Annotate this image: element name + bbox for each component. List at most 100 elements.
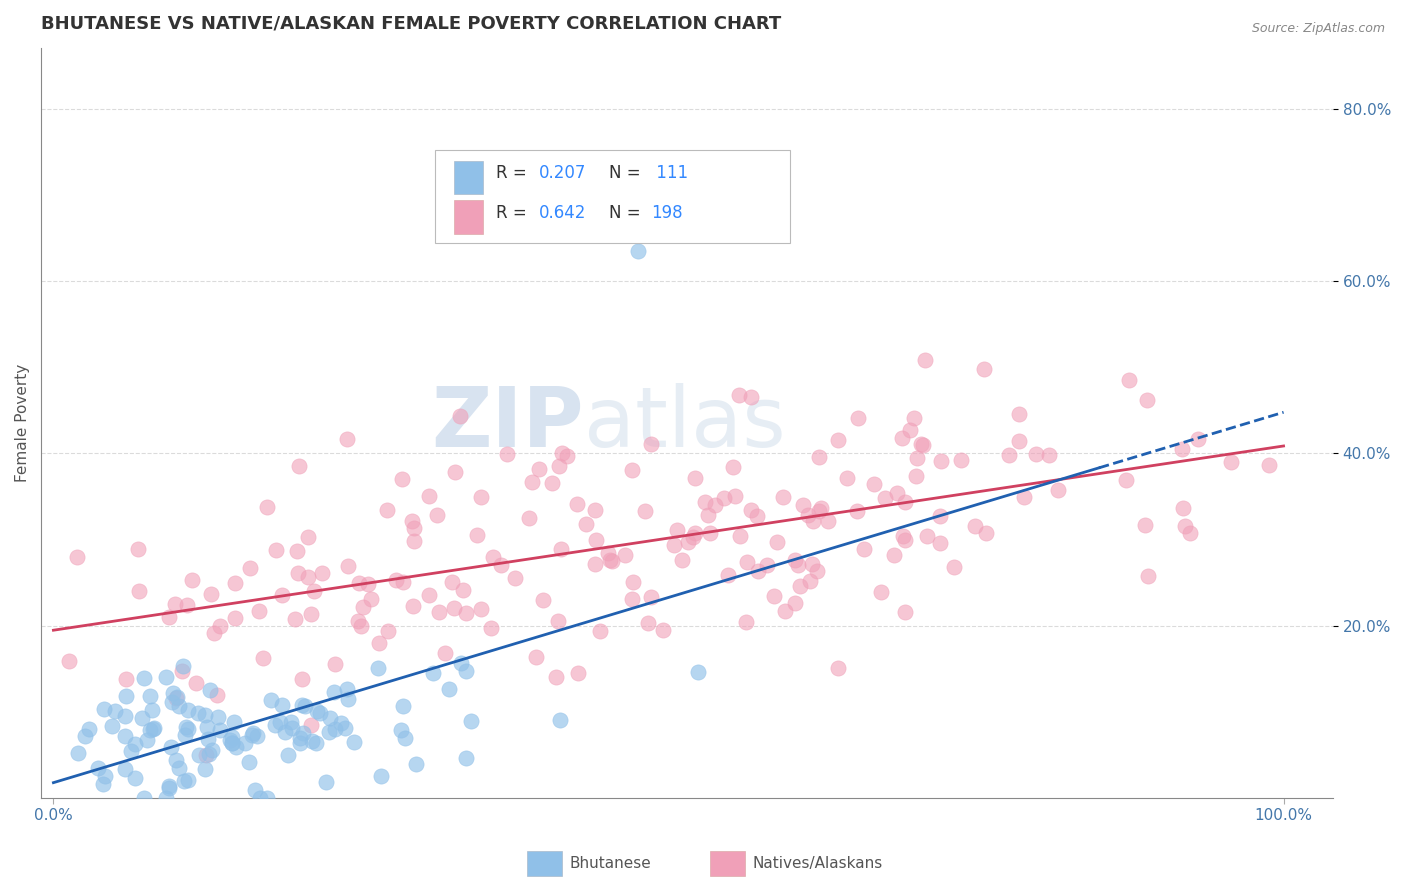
Point: [773, 604, 796, 618]
Text: R =: R =: [496, 164, 531, 183]
Point: [288, 736, 311, 750]
Point: [162, 686, 184, 700]
Point: [166, 690, 188, 705]
Point: [221, 736, 243, 750]
Point: [699, 526, 721, 541]
Point: [548, 459, 571, 474]
Point: [585, 533, 607, 548]
FancyBboxPatch shape: [434, 150, 790, 244]
Point: [998, 448, 1021, 462]
Point: [247, 604, 270, 618]
Point: [202, 626, 225, 640]
Point: [1115, 473, 1137, 487]
Point: [479, 621, 502, 635]
Point: [827, 660, 849, 674]
Point: [155, 791, 177, 805]
Point: [200, 682, 222, 697]
Point: [301, 734, 323, 748]
Point: [517, 511, 540, 525]
Point: [170, 664, 193, 678]
Point: [1171, 442, 1194, 457]
Point: [224, 610, 246, 624]
Point: [162, 695, 184, 709]
Point: [1038, 448, 1060, 462]
Point: [599, 553, 621, 567]
Point: [377, 624, 399, 639]
Point: [652, 623, 675, 637]
Bar: [454, 161, 482, 194]
Point: [567, 665, 589, 680]
Point: [1047, 483, 1070, 497]
Point: [77, 722, 100, 736]
Point: [177, 722, 200, 736]
Point: [807, 450, 830, 464]
Point: [172, 658, 194, 673]
Point: [194, 747, 217, 762]
Point: [676, 534, 699, 549]
Y-axis label: Female Poverty: Female Poverty: [15, 364, 30, 483]
Point: [697, 508, 720, 522]
Point: [114, 672, 136, 686]
Point: [208, 619, 231, 633]
Point: [360, 591, 382, 606]
Point: [132, 671, 155, 685]
Point: [496, 447, 519, 461]
Point: [862, 477, 884, 491]
Point: [221, 730, 243, 744]
Point: [451, 582, 474, 597]
Point: [297, 570, 319, 584]
Point: [280, 722, 302, 736]
Point: [294, 699, 316, 714]
Point: [141, 703, 163, 717]
Point: [315, 775, 337, 789]
Point: [1187, 432, 1209, 446]
Point: [911, 438, 934, 452]
Point: [903, 411, 925, 425]
Point: [728, 388, 751, 402]
Point: [169, 698, 191, 713]
Point: [1135, 517, 1157, 532]
Point: [114, 708, 136, 723]
Point: [157, 780, 180, 794]
Point: [75, 729, 97, 743]
Point: [799, 574, 821, 588]
Point: [242, 725, 264, 739]
Point: [524, 650, 547, 665]
Point: [389, 723, 412, 738]
Point: [789, 579, 811, 593]
Point: [426, 508, 449, 523]
Point: [808, 504, 831, 518]
Point: [555, 450, 578, 464]
Point: [336, 432, 359, 446]
Point: [200, 587, 222, 601]
Point: [240, 728, 263, 742]
Point: [177, 704, 200, 718]
Point: [285, 544, 308, 558]
Point: [124, 737, 146, 751]
Point: [139, 723, 162, 738]
Point: [531, 592, 554, 607]
Point: [1174, 519, 1197, 533]
Point: [114, 729, 136, 743]
Point: [343, 735, 366, 749]
Point: [194, 707, 217, 722]
Point: [260, 693, 283, 707]
Point: [270, 588, 292, 602]
Point: [418, 588, 440, 602]
Point: [929, 454, 952, 468]
Point: [131, 711, 153, 725]
Point: [891, 529, 914, 543]
Point: [120, 743, 142, 757]
Point: [787, 558, 810, 573]
Point: [142, 723, 165, 737]
Point: [544, 670, 567, 684]
Point: [347, 576, 370, 591]
Point: [155, 670, 177, 684]
Point: [640, 590, 662, 604]
Point: [598, 546, 620, 560]
Point: [299, 607, 322, 621]
Point: [209, 723, 232, 737]
Point: [734, 615, 756, 629]
Point: [662, 539, 685, 553]
Point: [274, 724, 297, 739]
